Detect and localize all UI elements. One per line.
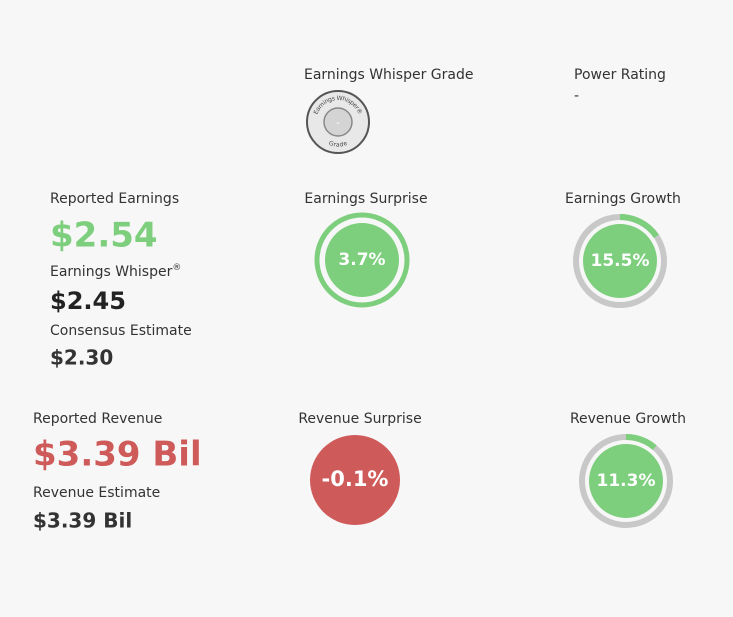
surprise-value: -0.1% [322,467,389,491]
reported-revenue: $3.39 Bil [33,435,202,475]
label: Consensus Estimate [50,323,192,339]
grade-title: Earnings Whisper Grade [304,67,474,83]
grade-inner [323,107,353,137]
label: Earnings Surprise [304,191,427,207]
power-title: Power Rating [574,67,666,83]
surprise-circle [310,435,400,525]
surprise-ring [314,212,410,308]
badge-bottom: Grade [328,139,348,148]
label: Reported Earnings [50,191,179,207]
surprise-circle [325,223,399,297]
label: Earnings Growth [565,191,681,207]
growth-value: 11.3% [597,471,656,491]
grade-value: - [336,116,340,129]
reported-earnings: $2.54 [50,216,158,256]
growth-arc [573,214,667,308]
growth-arc [579,434,673,528]
growth-value: 15.5% [591,251,650,271]
estimate-value: $3.39 Bil [33,509,132,533]
power-value: - [574,88,579,104]
label: Earnings Whisper® [50,263,181,281]
whisper-value: $2.45 [50,287,126,315]
consensus-value: $2.30 [50,346,113,370]
growth-circle [583,224,657,298]
label: Revenue Growth [570,411,686,427]
label: Reported Revenue [33,411,162,427]
surprise-value: 3.7% [338,250,385,270]
label: Revenue Surprise [298,411,421,427]
growth-circle [589,444,663,518]
label: Revenue Estimate [33,485,160,501]
